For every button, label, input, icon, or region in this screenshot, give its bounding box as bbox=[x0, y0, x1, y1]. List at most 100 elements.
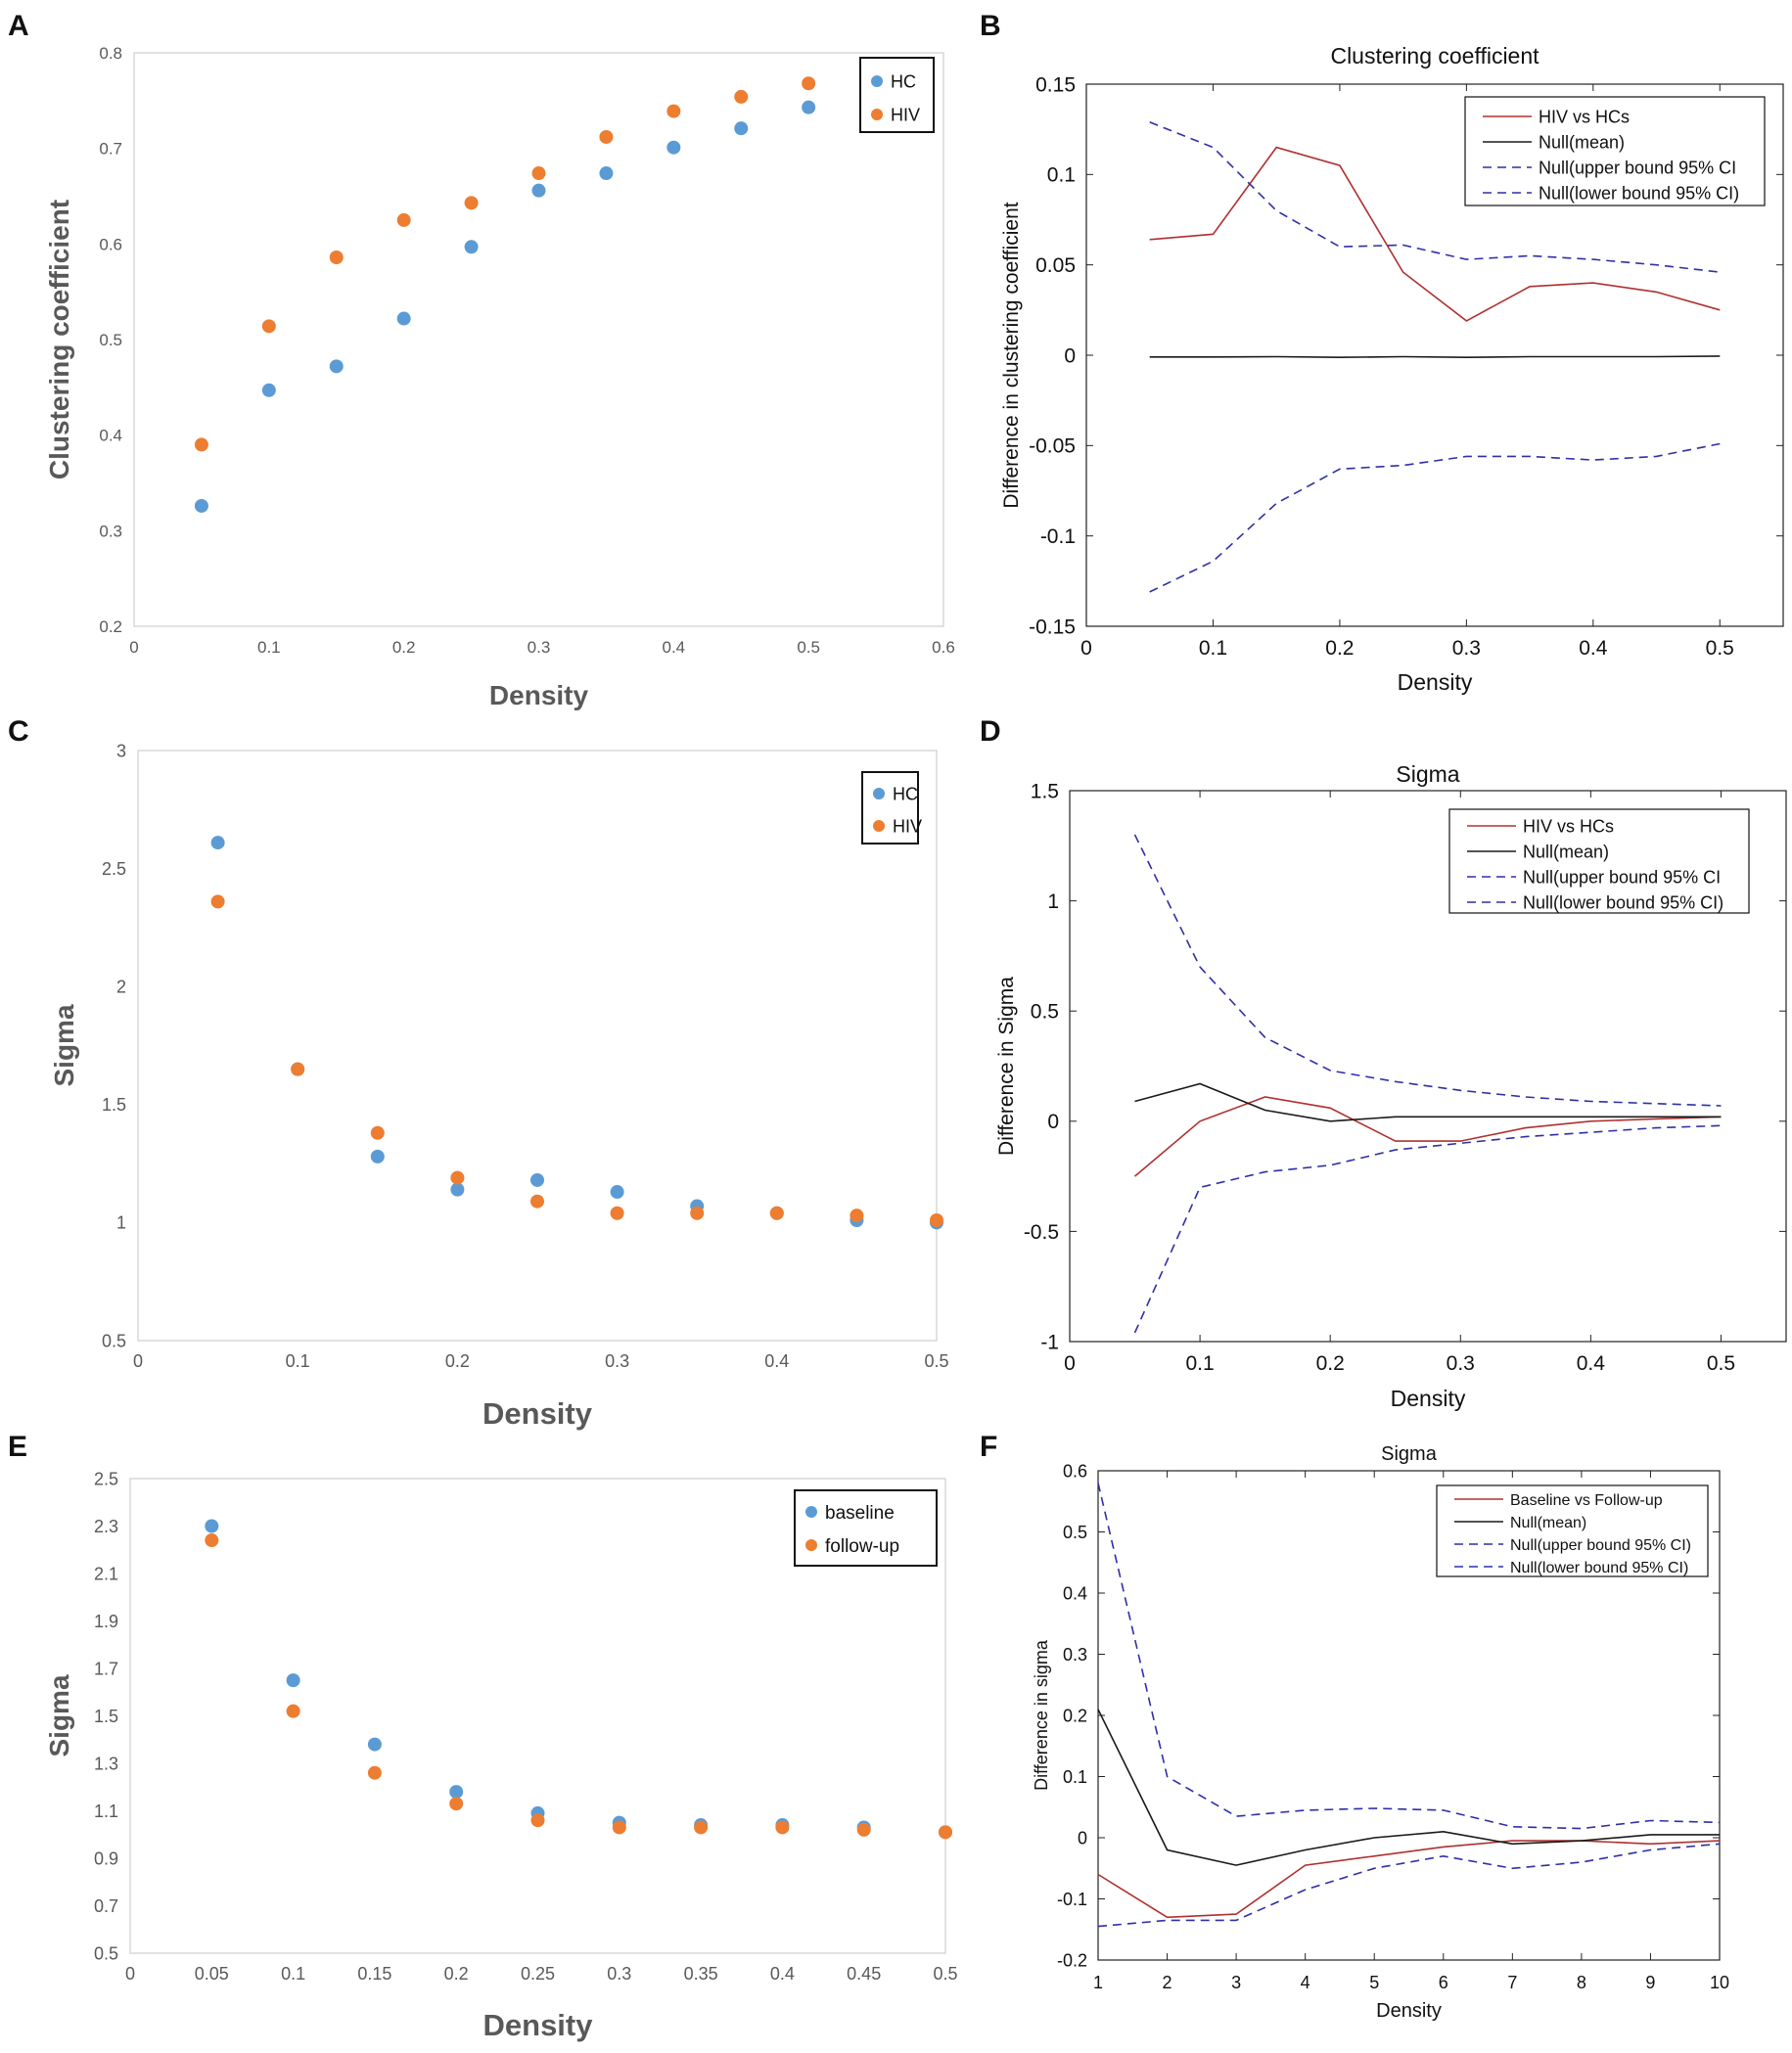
y-tick-label: 0.1 bbox=[1047, 164, 1076, 187]
data-point bbox=[464, 196, 479, 210]
y-tick-label: -0.1 bbox=[1040, 525, 1076, 548]
x-tick-label: 8 bbox=[1577, 1973, 1586, 1992]
x-tick-label: 0.5 bbox=[924, 1351, 948, 1371]
data-point bbox=[856, 1822, 871, 1837]
series-line bbox=[1133, 1124, 1722, 1334]
legend-label: Null(lower bound 95% CI) bbox=[1539, 183, 1739, 203]
data-point bbox=[610, 1185, 624, 1200]
series-null-upper-bound-95-ci bbox=[1133, 834, 1722, 1107]
y-tick-label: 0.3 bbox=[1063, 1645, 1087, 1665]
series-hiv bbox=[210, 894, 943, 1227]
x-tick-label: 0 bbox=[133, 1351, 143, 1371]
panel-a: A 0 0.1 0.2 0.3 0.4 0.5 0.6 0.2 0.3 0.4 0.5 0.6 0.7 0.… bbox=[8, 10, 955, 710]
x-tick-label: 0.35 bbox=[684, 1964, 718, 1984]
data-point bbox=[261, 319, 276, 334]
data-point bbox=[690, 1206, 705, 1220]
y-tick-label: 0.4 bbox=[99, 427, 122, 445]
legend-label: Null(lower bound 95% CI) bbox=[1510, 1560, 1688, 1576]
y-axis-label: Sigma bbox=[49, 1004, 79, 1086]
legend-marker bbox=[873, 820, 885, 832]
x-axis-label: Density bbox=[483, 2008, 594, 2042]
legend: HC HIV bbox=[861, 771, 922, 844]
legend: baseline follow-up bbox=[794, 1489, 938, 1567]
plot-area bbox=[133, 52, 944, 627]
series-hiv-vs-hcs bbox=[1133, 1096, 1722, 1177]
x-tick-label: 0.3 bbox=[607, 1964, 631, 1984]
series-follow-up bbox=[205, 1533, 952, 1840]
x-tick-label: 6 bbox=[1439, 1973, 1448, 1992]
data-point bbox=[205, 1533, 219, 1548]
data-point bbox=[449, 1797, 464, 1811]
x-tick-label: 4 bbox=[1301, 1973, 1310, 1992]
x-tick-label: 0.2 bbox=[1325, 637, 1354, 660]
legend-label: Null(upper bound 95% CI bbox=[1523, 867, 1721, 887]
x-tick-label: 0.5 bbox=[933, 1964, 957, 1984]
panel-c: C 0 0.1 0.2 0.3 0.4 0.5 0.5 1 1.5 2 2.5 3 Density Sigm… bbox=[8, 715, 949, 1431]
data-point bbox=[939, 1825, 952, 1840]
legend: Baseline vs Follow-up Null(mean) Null(uppe… bbox=[1436, 1484, 1709, 1577]
y-tick-label: 2.3 bbox=[94, 1517, 118, 1536]
y-tick-label: 0.7 bbox=[94, 1896, 118, 1916]
data-point bbox=[367, 1737, 382, 1752]
y-tick-label: 0 bbox=[1064, 344, 1076, 367]
y-tick-label: 0.5 bbox=[102, 1331, 126, 1350]
legend-box bbox=[794, 1489, 938, 1567]
x-axis-label: Density bbox=[489, 680, 589, 710]
series-null-lower-bound-95-ci bbox=[1149, 442, 1721, 593]
y-tick-label: 0.8 bbox=[99, 44, 122, 63]
y-tick-label: 1.5 bbox=[1031, 780, 1059, 802]
data-point bbox=[370, 1149, 385, 1163]
y-tick-label: -0.1 bbox=[1057, 1890, 1087, 1909]
panel-letter: D bbox=[980, 715, 1001, 748]
legend-box bbox=[861, 771, 919, 844]
legend: HIV vs HCs Null(mean) Null(upper bound 95%… bbox=[1464, 96, 1766, 206]
x-tick-label: 0.1 bbox=[257, 638, 281, 657]
y-tick-label: 0.3 bbox=[99, 522, 122, 540]
panel-letter: E bbox=[8, 1431, 27, 1463]
series-baseline bbox=[205, 1519, 952, 1840]
series-line bbox=[1097, 1709, 1720, 1866]
x-tick-label: 0.4 bbox=[770, 1964, 795, 1984]
legend-marker bbox=[805, 1506, 817, 1518]
y-tick-label: 1.5 bbox=[102, 1095, 126, 1115]
legend-box bbox=[1448, 808, 1750, 914]
legend-label: HC bbox=[893, 784, 918, 803]
x-tick-label: 0.45 bbox=[847, 1964, 881, 1984]
data-point bbox=[286, 1704, 300, 1718]
data-point bbox=[769, 1206, 784, 1220]
data-point bbox=[449, 1785, 464, 1800]
series-line bbox=[1133, 834, 1722, 1107]
legend-label: follow-up bbox=[825, 1536, 899, 1557]
legend-marker bbox=[805, 1539, 817, 1551]
y-tick-label: 0.7 bbox=[99, 140, 122, 159]
data-point bbox=[531, 183, 546, 198]
y-tick-label: 0 bbox=[1078, 1828, 1087, 1848]
x-tick-label: 0.15 bbox=[357, 1964, 391, 1984]
y-tick-label: 0.2 bbox=[1063, 1706, 1087, 1725]
data-point bbox=[531, 166, 546, 181]
x-tick-label: 0.4 bbox=[1579, 637, 1608, 660]
data-point bbox=[530, 1813, 545, 1828]
x-tick-label: 0.25 bbox=[521, 1964, 555, 1984]
data-point bbox=[930, 1212, 943, 1227]
panel-letter: F bbox=[980, 1431, 997, 1463]
data-point bbox=[610, 1206, 624, 1220]
panel-letter: C bbox=[8, 715, 29, 748]
legend-label: Null(mean) bbox=[1523, 842, 1609, 861]
data-point bbox=[802, 76, 816, 91]
series-line bbox=[1097, 1843, 1721, 1928]
y-tick-label: 1.1 bbox=[94, 1802, 118, 1821]
y-tick-label: 2.1 bbox=[94, 1564, 118, 1583]
series-null-mean bbox=[1149, 355, 1721, 359]
series-line bbox=[1149, 121, 1721, 273]
panel-d: D Sigma 0 0.1 0.2 0.3 0.4 0.5 -1 -0.5 0 0.5 1 1.5 Dens… bbox=[980, 715, 1787, 1411]
x-tick-label: 5 bbox=[1369, 1973, 1379, 1992]
y-tick-label: 0.5 bbox=[1063, 1523, 1087, 1542]
x-tick-label: 0.05 bbox=[195, 1964, 229, 1984]
data-point bbox=[194, 437, 208, 452]
x-tick-label: 0.2 bbox=[392, 638, 416, 657]
series-line bbox=[1149, 442, 1721, 593]
legend-marker bbox=[873, 788, 885, 799]
chart-title: Clustering coefficient bbox=[1330, 43, 1539, 68]
